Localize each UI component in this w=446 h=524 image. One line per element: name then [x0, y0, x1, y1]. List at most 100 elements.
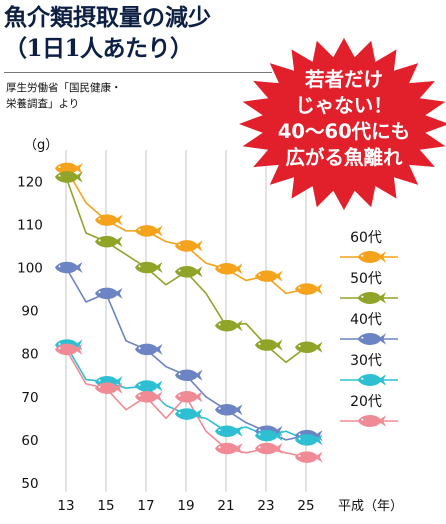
chart-title: 魚介類摂取量の減少 （1日1人あたり） [4, 2, 304, 64]
title-line-2: （1日1人あたり） [4, 35, 193, 62]
y-tick-label: 60 [21, 433, 38, 449]
title-line-1: 魚介類摂取量の減少 [4, 4, 211, 31]
fish-body [174, 240, 203, 252]
legend-label: 60代 [350, 230, 382, 246]
callout-line-2: じゃない！ [295, 94, 393, 117]
fish-body [134, 225, 163, 237]
fish-body [357, 251, 387, 263]
fish-eye [178, 269, 181, 272]
fish-body [94, 382, 123, 394]
callout-line-3: 40～60代にも [278, 120, 410, 143]
fish-eye [98, 379, 101, 382]
legend-fish-icon [357, 251, 387, 263]
fish-body [94, 235, 123, 248]
fish-body [54, 343, 83, 356]
fish-eye [178, 394, 181, 397]
y-tick-label: 100 [17, 261, 43, 277]
legend-label: 50代 [350, 271, 382, 287]
fish-body [214, 319, 243, 332]
legend-fish-icon [357, 374, 387, 386]
data-point-fish [174, 266, 203, 278]
fish-eye [258, 273, 261, 276]
fish-eye [138, 394, 141, 397]
fish-body [357, 333, 387, 345]
source-line-1: 厚生労働省「国民健康・ [6, 82, 122, 94]
legend-label: 30代 [350, 353, 382, 369]
fish-eye [298, 454, 301, 457]
fish-body [294, 283, 323, 295]
fish-body [254, 270, 283, 282]
data-point-fish [294, 283, 323, 295]
fish-eye [361, 418, 364, 421]
data-point-fish [254, 442, 283, 455]
fish-eye [98, 291, 101, 294]
fish-eye [218, 429, 221, 432]
fish-eye [58, 265, 61, 268]
data-point-fish [94, 382, 123, 394]
fish-eye [178, 243, 181, 246]
fish-eye [138, 265, 141, 268]
x-tick-label: 23 [257, 498, 274, 514]
fish-eye [98, 239, 101, 242]
fish-eye [58, 342, 61, 345]
fish-eye [58, 347, 61, 350]
fish-eye [138, 347, 141, 350]
fish-body [174, 408, 203, 420]
fish-body [214, 425, 243, 438]
callout-line-4: 広がる魚離れ [285, 146, 403, 169]
legend: 60代 50代 40代 30代 20代 [340, 230, 398, 427]
fish-body [294, 451, 323, 463]
data-point-fish [214, 263, 243, 275]
data-point-fish [254, 339, 283, 351]
fish-eye [138, 228, 141, 231]
data-point-fish [134, 343, 163, 356]
x-axis: 平成（年） 13 15 17 19 21 23 25 [57, 498, 403, 514]
data-point-fish [134, 380, 163, 392]
fish-eye [361, 336, 364, 339]
legend-fish-icon [357, 333, 387, 345]
fish-eye [58, 166, 61, 169]
x-tick-label: 25 [297, 498, 314, 514]
fish-body [54, 162, 83, 175]
fish-eye [218, 446, 221, 449]
fish-body [294, 341, 323, 354]
fish-body [174, 369, 203, 382]
fish-body [134, 380, 163, 392]
data-point-fish [54, 162, 83, 175]
y-tick-label: 90 [21, 304, 38, 320]
data-point-fish [54, 261, 83, 274]
x-tick-label: 15 [97, 498, 114, 514]
x-tick-label: 17 [137, 498, 154, 514]
data-point-fish [174, 408, 203, 420]
legend-label: 20代 [350, 394, 382, 410]
data-point-fish [94, 235, 123, 248]
y-tick-label: 50 [21, 476, 38, 492]
data-point-fish [94, 214, 123, 226]
fish-markers [54, 162, 323, 463]
legend-label: 40代 [350, 312, 382, 328]
fish-eye [298, 437, 301, 440]
y-tick-label: 120 [17, 174, 43, 190]
fish-body [254, 442, 283, 455]
fish-eye [98, 385, 101, 388]
data-point-fish [254, 270, 283, 282]
data-point-fish [214, 442, 243, 455]
x-tick-label: 19 [177, 498, 194, 514]
fish-eye [298, 345, 301, 348]
fish-eye [178, 411, 181, 414]
fish-body [294, 434, 323, 446]
source-note: 厚生労働省「国民健康・ 栄養調査」より [6, 80, 122, 112]
x-tick-label: 13 [57, 498, 74, 514]
fish-eye [138, 383, 141, 386]
fish-body [54, 261, 83, 274]
fish-body [134, 391, 163, 403]
fish-body [254, 429, 283, 442]
fish-eye [298, 433, 301, 436]
data-point-fish [134, 261, 163, 274]
starburst-shape [239, 37, 446, 211]
data-point-fish [94, 287, 123, 300]
fish-eye [258, 429, 261, 432]
fish-eye [98, 217, 101, 220]
data-point-fish [54, 171, 83, 183]
